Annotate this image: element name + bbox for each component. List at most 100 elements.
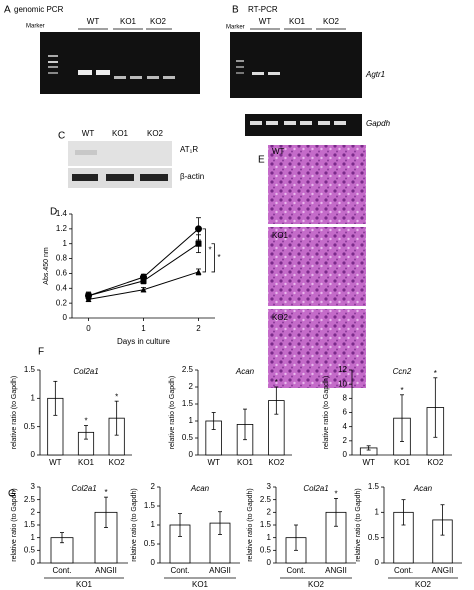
- y-axis-label: relative ratio (to Gapdh): [323, 376, 330, 450]
- y-tick-label: 0.5: [24, 545, 36, 554]
- image-label: WT: [272, 147, 285, 156]
- point: [195, 225, 202, 233]
- point: [195, 268, 202, 275]
- gene-label: Agtr1: [365, 70, 385, 79]
- y-tick-label: 0: [267, 558, 272, 567]
- annotation: *: [84, 417, 87, 426]
- panel-label: B: [232, 5, 239, 16]
- y-tick-label: 0: [31, 450, 36, 459]
- blot-row-label: β-actin: [180, 172, 204, 181]
- y-tick-label: 3: [267, 482, 272, 491]
- y-tick-label: 1.5: [368, 482, 380, 491]
- y-axis-label: relative ratio (to Gapdh): [131, 488, 138, 562]
- point: [140, 286, 147, 293]
- y-axis-label: relative ratio (to Gapdh): [247, 488, 254, 562]
- y-tick-label: 0.5: [24, 422, 36, 431]
- group-label: KO2: [415, 580, 432, 589]
- y-tick-label: 0: [63, 313, 68, 322]
- chart-title: Ccn2: [393, 367, 412, 376]
- annotation: *: [434, 369, 437, 378]
- x-tick-label: 0: [86, 324, 91, 333]
- y-tick-label: 0.5: [182, 433, 194, 442]
- x-tick-label: 2: [196, 324, 201, 333]
- y-tick-label: 1: [267, 533, 272, 542]
- group-label: KO2: [308, 580, 325, 589]
- panel-title: genomic PCR: [14, 5, 64, 14]
- y-tick-label: 1.5: [260, 520, 272, 529]
- x-tick-label: WT: [49, 458, 62, 467]
- y-tick-label: 1.5: [24, 520, 36, 529]
- series-line: [88, 228, 199, 297]
- y-tick-label: 1.5: [24, 365, 36, 374]
- gel-image: [230, 28, 362, 136]
- y-axis-label: relative ratio (to Gapdh): [169, 376, 176, 450]
- chart-title: Acan: [413, 484, 433, 493]
- x-tick-label: KO1: [78, 458, 95, 467]
- micrographs: [268, 145, 366, 388]
- chart-title: Col2a1: [73, 367, 98, 376]
- y-tick-label: 2: [267, 507, 272, 516]
- lane-label: KO1: [112, 129, 129, 138]
- chart-title: Acan: [190, 484, 210, 493]
- x-tick-label: KO2: [427, 458, 444, 467]
- lane-label: WT: [259, 17, 272, 26]
- x-tick-label: Cont.: [286, 566, 305, 575]
- lane-label: WT: [82, 129, 95, 138]
- y-axis-label: relative ratio (to Gapdh): [11, 376, 18, 450]
- y-tick-label: 0.4: [56, 283, 68, 292]
- x-tick-label: KO2: [268, 458, 285, 467]
- y-tick-label: 1: [31, 393, 36, 402]
- y-tick-label: 0: [189, 450, 194, 459]
- point: [85, 292, 92, 299]
- chart-title: Acan: [235, 367, 255, 376]
- annotation: *: [275, 378, 278, 387]
- y-tick-label: 1: [151, 520, 156, 529]
- point: [85, 296, 92, 302]
- lane-label: KO1: [289, 17, 306, 26]
- y-tick-label: 2: [343, 436, 348, 445]
- y-tick-label: 0.8: [56, 254, 68, 263]
- y-tick-label: 2: [189, 382, 194, 391]
- point: [195, 240, 202, 247]
- panel-label: D: [50, 207, 57, 218]
- y-tick-label: 2: [31, 507, 36, 516]
- y-tick-label: 8: [343, 393, 348, 402]
- blot-row-label: AT₁R: [180, 145, 198, 154]
- y-tick-label: 6: [343, 408, 348, 417]
- image-label: KO2: [272, 313, 289, 322]
- y-tick-label: 3: [31, 482, 36, 491]
- x-tick-label: Cont.: [170, 566, 189, 575]
- y-tick-label: 2.5: [260, 495, 272, 504]
- panel-label: G: [8, 489, 16, 500]
- annotation: *: [104, 488, 107, 497]
- y-tick-label: 1.4: [56, 209, 68, 218]
- x-tick-label: ANGII: [432, 566, 454, 575]
- panel-title: RT-PCR: [248, 5, 278, 14]
- lane-label: KO1: [120, 17, 137, 26]
- lane-label: WT: [87, 17, 100, 26]
- y-tick-label: 2: [151, 482, 156, 491]
- x-tick-label: ANGII: [325, 566, 347, 575]
- x-tick-label: Cont.: [394, 566, 413, 575]
- significance-bracket: [211, 243, 215, 273]
- y-tick-label: 1.2: [56, 224, 68, 233]
- image-label: KO1: [272, 231, 289, 240]
- y-tick-label: 1.5: [144, 501, 156, 510]
- y-tick-label: 0: [343, 450, 348, 459]
- y-tick-label: 1: [63, 239, 68, 248]
- lane-label: KO2: [150, 17, 167, 26]
- x-tick-label: KO1: [394, 458, 411, 467]
- y-tick-label: 0: [375, 558, 380, 567]
- y-tick-label: 0.6: [56, 269, 68, 278]
- point: [140, 277, 147, 284]
- x-tick-label: WT: [207, 458, 220, 467]
- panel-label: E: [258, 155, 265, 166]
- y-tick-label: 0: [31, 558, 36, 567]
- panel-label: F: [38, 347, 44, 358]
- y-axis-label: Abs.450 nm: [43, 247, 50, 285]
- group-label: KO1: [192, 580, 209, 589]
- group-label: KO1: [76, 580, 93, 589]
- y-tick-label: 1: [31, 533, 36, 542]
- chart-title: Col2a1: [71, 484, 96, 493]
- x-tick-label: KO1: [237, 458, 254, 467]
